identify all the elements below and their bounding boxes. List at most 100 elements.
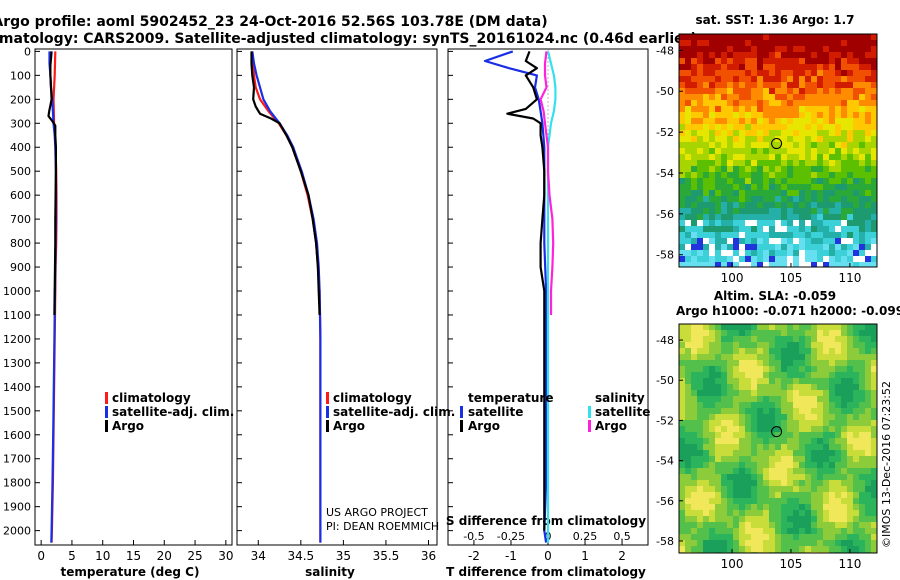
map-cell xyxy=(799,336,805,342)
map-cell xyxy=(823,208,829,214)
map-cell xyxy=(703,154,709,160)
map-cell xyxy=(691,450,697,456)
map-cell xyxy=(817,366,823,372)
map-cell xyxy=(799,456,805,462)
map-cell xyxy=(817,384,823,390)
legend-label-climatology: climatology xyxy=(333,391,412,405)
map-cell xyxy=(775,426,781,432)
map-cell xyxy=(745,40,751,46)
map-cell xyxy=(685,34,691,40)
map-cell xyxy=(793,106,799,112)
map-cell xyxy=(799,438,805,444)
map-cell xyxy=(721,130,727,136)
map-cell xyxy=(775,184,781,190)
map-cell xyxy=(847,130,853,136)
map-cell xyxy=(697,58,703,64)
map-cell xyxy=(835,112,841,118)
map-cell xyxy=(865,124,871,130)
map-cell xyxy=(805,462,811,468)
map-cell xyxy=(811,160,817,166)
map-cell xyxy=(697,226,703,232)
map-cell xyxy=(763,540,769,546)
map-cell xyxy=(847,408,853,414)
map-cell xyxy=(793,354,799,360)
map-cell xyxy=(751,220,757,226)
map-cell xyxy=(853,166,859,172)
map-cell xyxy=(853,510,859,516)
map-cell xyxy=(835,178,841,184)
map-cell xyxy=(823,76,829,82)
map-cell xyxy=(805,148,811,154)
map-cell xyxy=(817,190,823,196)
map-cell xyxy=(727,390,733,396)
map-cell xyxy=(733,414,739,420)
map-cell xyxy=(793,172,799,178)
map-cell xyxy=(679,178,685,184)
legend-label-argo: Argo xyxy=(112,419,144,433)
map-cell xyxy=(865,378,871,384)
map-cell xyxy=(733,166,739,172)
map-cell xyxy=(871,390,877,396)
map-cell xyxy=(853,232,859,238)
map-cell xyxy=(709,46,715,52)
map-cell xyxy=(763,202,769,208)
map-cell xyxy=(763,360,769,366)
map-cell xyxy=(751,154,757,160)
map-cell xyxy=(757,214,763,220)
map-cell xyxy=(865,148,871,154)
map-cell xyxy=(799,498,805,504)
map-cell xyxy=(751,486,757,492)
map-cell xyxy=(817,100,823,106)
map-cell xyxy=(823,384,829,390)
map-cell xyxy=(859,106,865,112)
map-cell xyxy=(781,220,787,226)
map-cell xyxy=(811,226,817,232)
map-cell xyxy=(721,468,727,474)
map-cell xyxy=(775,112,781,118)
map-cell xyxy=(751,82,757,88)
map-cell xyxy=(757,160,763,166)
map-cell xyxy=(823,534,829,540)
map-cell xyxy=(775,396,781,402)
map-cell xyxy=(835,52,841,58)
map-cell xyxy=(823,438,829,444)
map-cell xyxy=(775,142,781,148)
map-cell xyxy=(691,360,697,366)
map-cell xyxy=(805,474,811,480)
map-cell xyxy=(841,528,847,534)
map-cell xyxy=(805,250,811,256)
map-cell xyxy=(799,402,805,408)
map-cell xyxy=(781,456,787,462)
map-cell xyxy=(841,390,847,396)
map-cell xyxy=(727,190,733,196)
map-cell xyxy=(715,360,721,366)
map-cell xyxy=(745,480,751,486)
map-cell xyxy=(727,250,733,256)
map-cell xyxy=(709,184,715,190)
map-cell xyxy=(697,172,703,178)
map-cell xyxy=(799,450,805,456)
map-cell xyxy=(757,178,763,184)
map-cell xyxy=(691,196,697,202)
map-cell xyxy=(757,510,763,516)
map-cell xyxy=(799,486,805,492)
map-cell xyxy=(787,136,793,142)
map-cell xyxy=(841,166,847,172)
map-cell xyxy=(835,118,841,124)
map-cell xyxy=(703,390,709,396)
map-cell xyxy=(757,58,763,64)
map-cell xyxy=(829,528,835,534)
map-cell xyxy=(709,546,715,552)
map-cell xyxy=(679,384,685,390)
map-cell xyxy=(775,154,781,160)
map-cell xyxy=(841,540,847,546)
map-cell xyxy=(841,82,847,88)
map-cell xyxy=(859,208,865,214)
map-cell xyxy=(715,522,721,528)
map-cell xyxy=(697,106,703,112)
map-cell xyxy=(781,360,787,366)
map-cell xyxy=(805,232,811,238)
map-cell xyxy=(847,480,853,486)
map-cell xyxy=(727,256,733,262)
map-cell xyxy=(739,492,745,498)
